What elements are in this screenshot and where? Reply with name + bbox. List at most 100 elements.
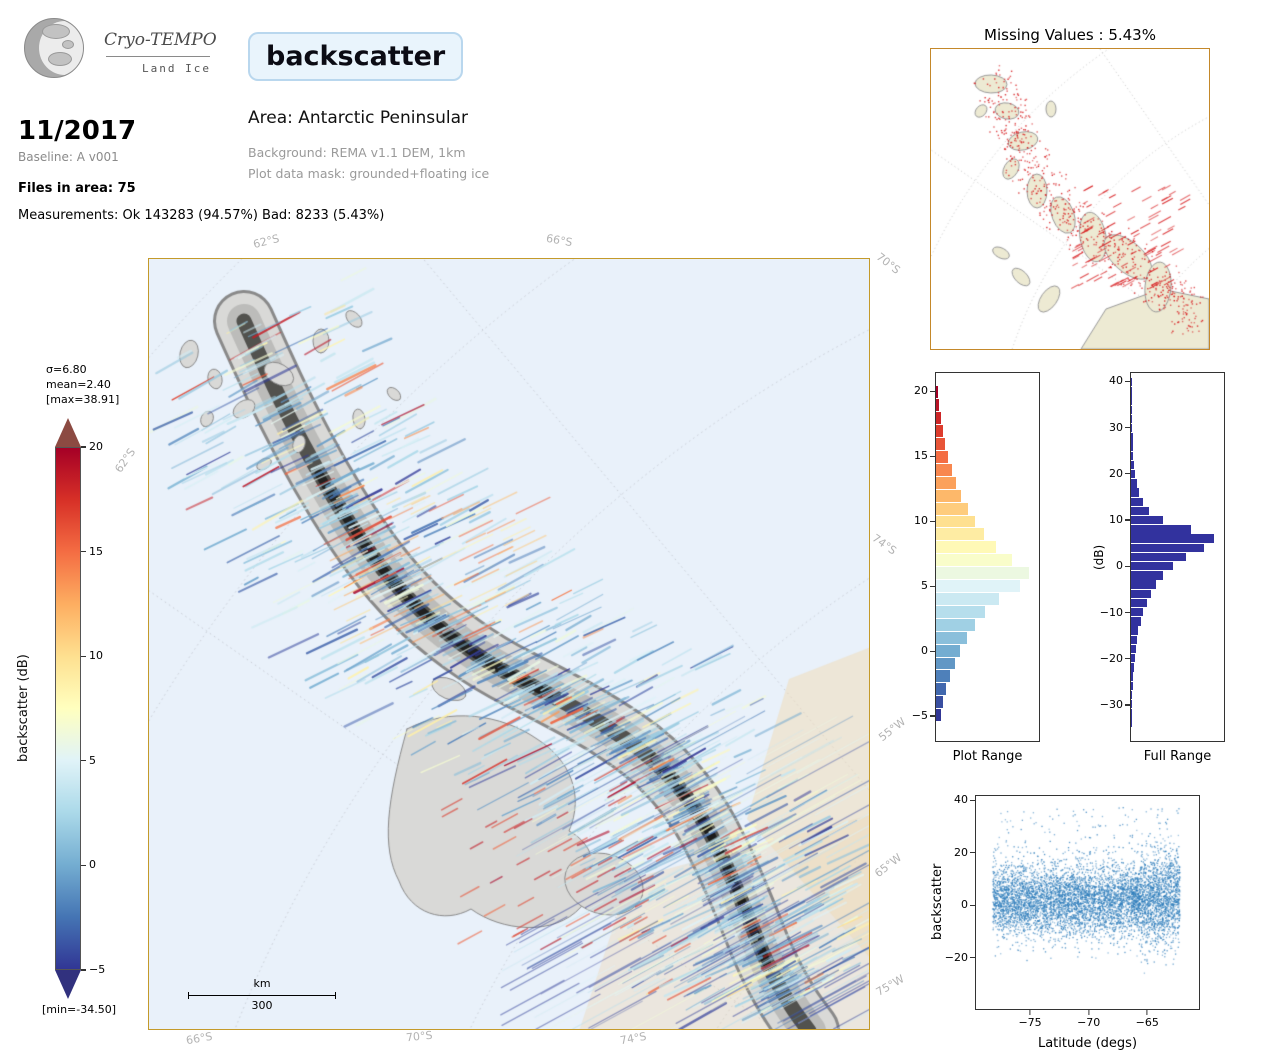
plot-range-yticks: 20 15 10 5 0 −5	[899, 372, 935, 742]
y-tick-mark	[930, 520, 935, 522]
hist-bar	[1131, 414, 1133, 424]
colorbar-tick-mark	[81, 446, 86, 448]
y-tick-mark	[930, 715, 935, 717]
hist-bar	[1131, 552, 1186, 562]
hist-bar	[936, 489, 962, 502]
x-tick-label: −70	[1077, 1016, 1101, 1029]
hist-bar	[1131, 488, 1140, 497]
latitude-scatter-plot	[975, 795, 1200, 1010]
hist-bar	[1131, 580, 1156, 589]
missing-values-map	[930, 48, 1210, 350]
hist-bar	[1131, 479, 1137, 488]
y-tick-label: −10	[1099, 605, 1123, 619]
plot-mask-label: Plot data mask: grounded+floating ice	[248, 166, 490, 181]
hist-bar	[1131, 626, 1139, 635]
x-tick-label: −75	[1018, 1016, 1042, 1029]
y-tick-label: 10	[914, 514, 928, 528]
y-tick-label: 30	[1109, 420, 1123, 434]
y-tick-label: 0	[921, 644, 928, 658]
y-tick-mark	[1125, 473, 1130, 475]
hist-bar	[1131, 497, 1144, 507]
globe-continent-icon	[48, 52, 72, 66]
hist-bar	[936, 567, 1029, 580]
hist-bar	[936, 438, 946, 450]
hist-bar	[936, 644, 961, 657]
y-tick-label: 40	[954, 793, 968, 807]
hist-bar	[1131, 644, 1136, 654]
y-tick-mark	[970, 799, 975, 801]
colorbar-min-label: [min=-34.50]	[42, 1003, 117, 1016]
plot-range-title: Plot Range	[952, 749, 1023, 764]
hist-bar	[936, 502, 968, 515]
y-tick-mark	[1125, 611, 1130, 614]
hist-bar	[1131, 709, 1132, 718]
colorbar-tick-label: 10	[89, 649, 103, 663]
colorbar-tick-label: 15	[89, 544, 103, 558]
hist-bar	[1131, 387, 1132, 396]
colorbar-tick-label: 20	[89, 440, 103, 453]
scalebar-line	[188, 992, 336, 999]
scatter-xlabel: Latitude (degs)	[1037, 1036, 1138, 1051]
hist-bar	[1131, 543, 1205, 553]
date-title: 11/2017	[18, 116, 137, 146]
colorbar-tick-label: −5	[89, 963, 106, 976]
hist-bar	[1131, 525, 1191, 534]
colorbar-tick-label: 5	[89, 753, 96, 767]
baseline-label: Baseline: A v001	[18, 150, 119, 164]
colorbar-tick-mark	[81, 760, 86, 762]
missing-map-canvas	[931, 49, 1209, 349]
x-tick-mark	[1088, 1010, 1090, 1015]
map-scalebar: km 300	[188, 977, 336, 1012]
main-map-canvas	[149, 259, 869, 1029]
logo-title: Cryo-TEMPO	[104, 30, 217, 50]
y-tick-mark	[970, 852, 975, 854]
hist-bar	[1131, 534, 1214, 543]
y-tick-mark	[1125, 565, 1130, 567]
y-tick-mark	[930, 585, 935, 587]
y-tick-mark	[1125, 380, 1130, 382]
hist-bar	[936, 541, 996, 554]
graticule-label: 70°S	[405, 1028, 434, 1045]
hist-bar	[936, 425, 943, 438]
colorbar-stats: σ=6.80 mean=2.40 [max=38.91]	[46, 362, 119, 407]
hist-bar	[936, 476, 957, 489]
hist-bar	[1131, 451, 1134, 461]
y-tick-mark	[970, 904, 975, 906]
full-range-ylabel: (dB)	[1092, 544, 1106, 570]
colorbar-under-arrow	[55, 970, 81, 999]
hist-bar	[1131, 653, 1135, 663]
y-tick-label: 20	[954, 845, 968, 859]
graticule-label: 66°S	[545, 231, 574, 250]
y-tick-label: 15	[914, 449, 928, 463]
scatter-yticks: 40 20 0 −20	[939, 793, 975, 1010]
colorbar-mean: mean=2.40	[46, 378, 111, 391]
globe-continent-icon	[42, 24, 70, 39]
hist-bar	[936, 618, 976, 631]
colorbar-over-arrow	[55, 418, 81, 447]
graticule-label: 70°S	[873, 250, 903, 277]
y-tick-label: 10	[1109, 513, 1123, 526]
y-tick-label: −30	[1099, 698, 1123, 711]
y-tick-label: −5	[911, 709, 928, 723]
y-tick-label: 40	[1109, 374, 1123, 388]
y-tick-mark	[1125, 658, 1130, 660]
y-tick-mark	[930, 650, 935, 652]
hist-bar	[936, 463, 952, 476]
colorbar-tick-mark	[81, 551, 86, 553]
hist-bar	[1131, 460, 1135, 470]
scatter-canvas	[976, 796, 1199, 1009]
y-tick-mark	[970, 956, 975, 959]
hist-bar	[1131, 442, 1134, 451]
graticule-label: 66°S	[185, 1029, 214, 1048]
hist-bar	[936, 631, 967, 644]
graticule-label: 62°S	[251, 231, 281, 252]
scalebar-length: 300	[251, 999, 273, 1012]
hist-bar	[1131, 571, 1163, 580]
hist-bar	[1131, 423, 1133, 433]
y-tick-label: 20	[1109, 466, 1123, 480]
measurements-label: Measurements: Ok 143283 (94.57%) Bad: 82…	[18, 208, 385, 223]
y-tick-mark	[930, 455, 935, 457]
main-map	[148, 258, 870, 1030]
y-tick-label: −20	[1099, 651, 1123, 665]
hist-bar	[936, 515, 976, 528]
